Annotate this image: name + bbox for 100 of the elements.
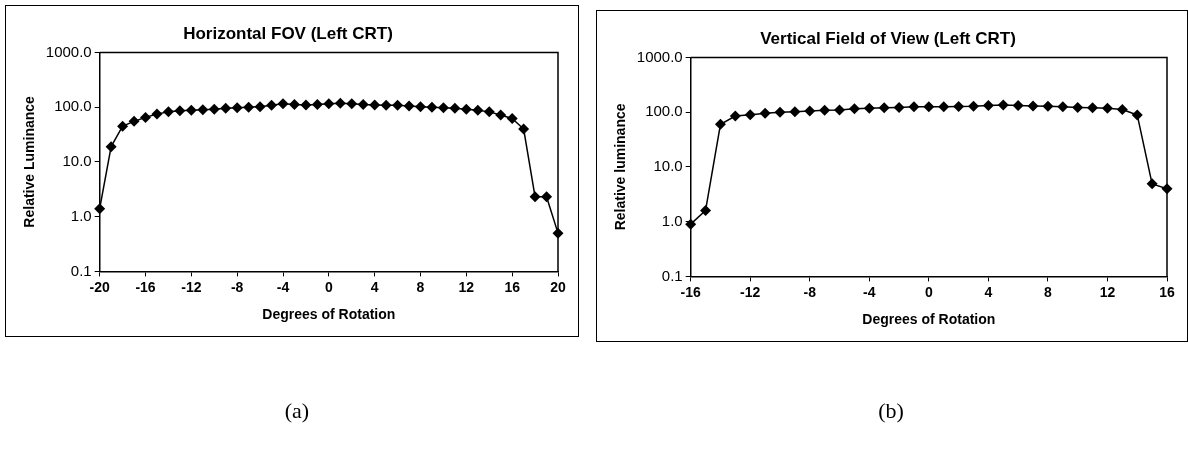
point: [426, 101, 438, 113]
x-tick-label: -4: [276, 278, 290, 295]
point: [700, 204, 712, 216]
point: [529, 191, 541, 203]
point: [460, 103, 472, 115]
y-tick-label: 100.0: [645, 102, 683, 120]
point: [729, 110, 741, 122]
text: (b): [877, 398, 905, 424]
x-tick-label: 12: [1099, 283, 1116, 300]
point: [357, 98, 369, 110]
x-tick-label: 4: [984, 283, 993, 300]
x-tick-label: -16: [135, 278, 156, 295]
point: [541, 191, 553, 203]
point: [908, 101, 920, 113]
point: [392, 99, 404, 111]
point: [953, 100, 965, 112]
point: [506, 113, 518, 125]
point: [323, 98, 335, 110]
point: [254, 101, 266, 113]
x-tick-label: -12: [740, 283, 761, 300]
x-tick-label: -8: [803, 283, 817, 300]
point: [1072, 101, 1084, 113]
point: [774, 106, 786, 118]
point: [380, 99, 392, 111]
x-tick-label: 16: [504, 278, 521, 295]
point: [151, 108, 163, 120]
x-tick-label: 0: [324, 278, 333, 295]
point: [982, 100, 994, 112]
y-tick-label: 10.0: [62, 152, 92, 170]
point: [1057, 101, 1069, 113]
x-tick-label: -16: [680, 283, 702, 300]
point: [819, 104, 831, 116]
x-axis-title: Degrees of Rotation: [862, 311, 996, 328]
x-axis-title: Degrees of Rotation: [262, 306, 396, 323]
point: [243, 101, 255, 113]
point: [174, 105, 186, 117]
point: [863, 102, 875, 114]
point: [1116, 103, 1128, 115]
y-tick-label: 1.0: [661, 211, 683, 229]
point: [208, 103, 220, 115]
point: [117, 120, 129, 132]
point: [834, 104, 846, 116]
point: [300, 99, 312, 111]
point: [495, 109, 507, 121]
point: [140, 111, 152, 123]
x-tick-label: 8: [1044, 283, 1053, 300]
x-tick-label: 8: [416, 278, 425, 295]
point: [197, 104, 209, 116]
point: [923, 101, 935, 113]
y-tick-label: 10.0: [653, 157, 683, 175]
x-tick-label: 20: [550, 278, 566, 295]
point: [1012, 100, 1024, 112]
point: [893, 101, 905, 113]
point: [759, 107, 771, 119]
point: [685, 218, 697, 230]
point: [1027, 100, 1039, 112]
x-tick-label: 4: [370, 278, 379, 295]
point: [185, 104, 197, 116]
point: [369, 99, 381, 111]
point: [128, 115, 140, 127]
x-tick-label: 16: [1159, 283, 1175, 300]
point: [415, 101, 426, 113]
point: [997, 99, 1009, 111]
point: [878, 102, 890, 114]
point: [1131, 109, 1143, 121]
point: [346, 98, 358, 110]
point: [938, 101, 950, 113]
point: [744, 109, 756, 121]
y-axis-title: Relative Luminance: [21, 95, 38, 228]
y-tick-label: 1000.0: [45, 42, 92, 60]
point: [472, 104, 484, 116]
point: [231, 102, 243, 114]
point: [105, 141, 117, 153]
point: [266, 99, 278, 111]
y-tick-label: 0.1: [70, 261, 92, 279]
point: [714, 118, 726, 130]
x-tick-label: -12: [181, 278, 202, 295]
point: [277, 98, 289, 110]
point: [789, 106, 801, 118]
x-tick-label: -8: [230, 278, 244, 295]
point: [1042, 100, 1054, 112]
point: [162, 106, 174, 118]
x-tick-label: -4: [863, 283, 876, 300]
point: [1087, 102, 1099, 114]
y-tick-label: 0.1: [661, 266, 683, 284]
y-tick-label: 1.0: [70, 206, 92, 224]
point: [311, 98, 323, 110]
point: [483, 106, 495, 118]
chart-title: Vertical Field of View (Left CRT): [760, 28, 1016, 48]
text: (a): [283, 398, 311, 424]
point: [94, 203, 106, 215]
point: [334, 97, 346, 109]
point: [518, 123, 530, 135]
y-axis-title: Relative luminance: [612, 103, 629, 231]
point: [804, 105, 816, 117]
point: [968, 100, 979, 112]
point: [848, 103, 860, 115]
x-tick-label: -20: [89, 278, 111, 295]
point: [449, 102, 461, 114]
point: [220, 102, 232, 114]
